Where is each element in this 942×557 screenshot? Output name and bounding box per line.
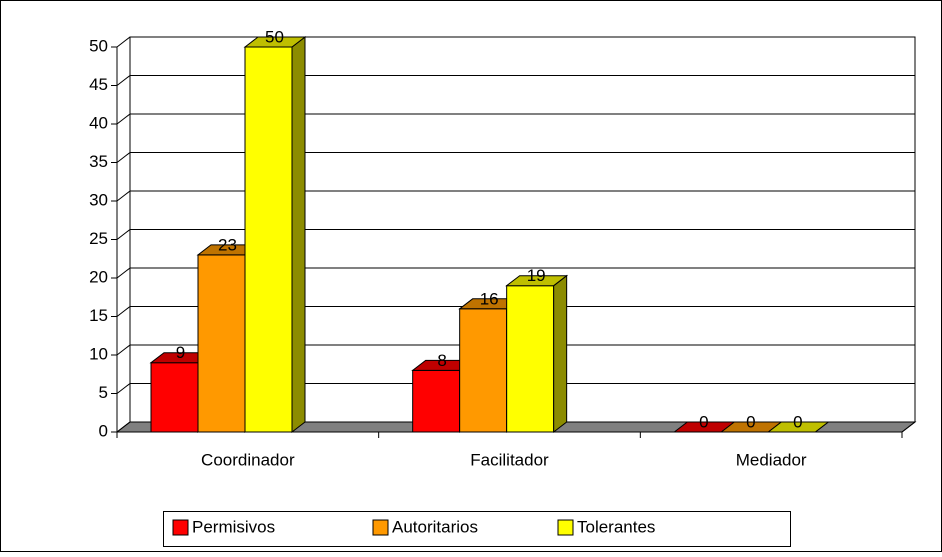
y-tick-label: 45 (89, 75, 108, 94)
bar-top (505, 275, 569, 287)
bar-front (244, 46, 293, 433)
data-label: 50 (265, 27, 284, 46)
y-tick-label: 15 (89, 306, 108, 325)
data-label: 8 (437, 351, 446, 370)
grid-line (116, 421, 131, 433)
grid-line (116, 190, 131, 202)
data-label: 0 (746, 412, 755, 431)
bar-top (766, 421, 830, 433)
x-tick-label: Coordinador (201, 450, 295, 469)
x-axis-edge (901, 421, 916, 433)
grid-line (116, 383, 131, 394)
bar (766, 421, 830, 433)
legend-swatch (372, 519, 389, 536)
bar-side (553, 274, 568, 434)
y-tick-label: 25 (89, 229, 108, 248)
y-tick-label: 10 (89, 344, 108, 363)
grid-line (116, 152, 131, 163)
bar-top (243, 36, 307, 48)
y-tick-label: 50 (89, 36, 108, 55)
bar-front (197, 254, 246, 433)
legend-box (163, 511, 791, 547)
x-tick-label: Mediador (736, 450, 807, 469)
y-tick-label: 0 (99, 421, 108, 440)
grid-line (116, 344, 131, 356)
y-tick-label: 30 (89, 190, 108, 209)
x-tick-label: Facilitador (470, 450, 549, 469)
legend-label: Tolerantes (577, 517, 655, 536)
bar (243, 35, 307, 434)
y-tick-label: 40 (89, 113, 108, 132)
data-label: 16 (480, 289, 499, 308)
data-label: 19 (527, 266, 546, 285)
y-tick-label: 35 (89, 152, 108, 171)
bar (505, 274, 569, 434)
y-tick-label: 20 (89, 267, 108, 286)
grid-line (116, 306, 131, 317)
legend-swatch (172, 519, 189, 536)
bar-side (291, 35, 306, 434)
legend-label: Autoritarios (392, 517, 478, 536)
legend-label: Permisivos (192, 517, 275, 536)
grid-line (116, 75, 131, 86)
legend-swatch (557, 519, 574, 536)
data-label: 9 (176, 343, 185, 362)
bar-front (150, 362, 199, 433)
y-tick-label: 5 (99, 383, 108, 402)
bar-front (506, 285, 555, 433)
grid-line (116, 229, 131, 240)
grid-line (116, 267, 131, 279)
grid-line (116, 36, 131, 48)
bar-front (412, 369, 461, 433)
data-label: 0 (699, 412, 708, 431)
data-label: 23 (218, 235, 237, 254)
bar-front (459, 308, 508, 433)
data-label: 0 (793, 412, 802, 431)
grid-line (116, 113, 131, 125)
